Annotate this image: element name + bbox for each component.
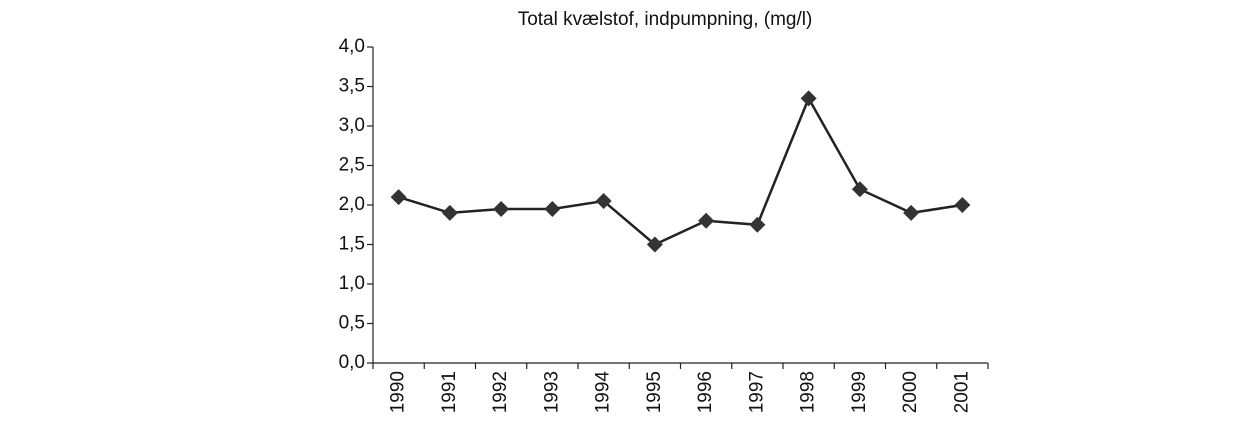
y-tick-label: 1,0 xyxy=(339,273,365,294)
marker xyxy=(646,236,663,253)
y-tick-label: 0,0 xyxy=(339,352,365,373)
y-tick-label: 3,0 xyxy=(339,115,365,136)
y-tick-label: 2,0 xyxy=(339,194,365,215)
x-tick-label: 1992 xyxy=(490,371,511,413)
marker xyxy=(595,193,612,210)
marker xyxy=(954,197,971,213)
x-tick-label: 1994 xyxy=(593,371,614,414)
y-tick-label: 0,5 xyxy=(339,313,365,334)
marker xyxy=(800,90,817,107)
marker xyxy=(698,212,715,229)
marker xyxy=(441,204,458,221)
x-tick-label: 1999 xyxy=(849,371,870,413)
x-tick-label: 1996 xyxy=(695,371,716,413)
y-tick-label: 4,0 xyxy=(339,36,365,57)
x-tick-label: 1993 xyxy=(541,371,562,413)
y-tick-label: 2,5 xyxy=(339,155,365,176)
marker xyxy=(749,216,766,233)
x-tick-label: 1990 xyxy=(388,371,409,413)
y-tick-label: 1,5 xyxy=(339,234,365,255)
x-tick-label: 2000 xyxy=(900,371,921,413)
marker xyxy=(903,204,920,221)
y-tick-label: 3,5 xyxy=(339,76,365,97)
x-tick-label: 1995 xyxy=(644,371,665,413)
marker xyxy=(493,200,510,217)
x-tick-label: 2001 xyxy=(951,371,972,413)
x-tick-label: 1991 xyxy=(439,371,460,413)
marker xyxy=(544,200,561,217)
line xyxy=(398,95,963,246)
marker xyxy=(851,181,868,198)
marker xyxy=(390,189,407,206)
x-tick-label: 1998 xyxy=(798,371,819,413)
chart-title: Total kvælstof, indpumpning, (mg/l) xyxy=(518,9,813,30)
x-tick-label: 1997 xyxy=(746,371,767,413)
